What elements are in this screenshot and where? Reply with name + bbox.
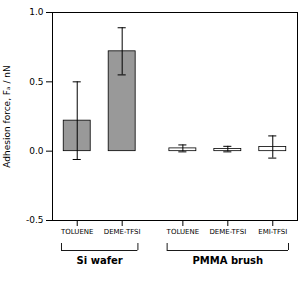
svg-text:Si wafer: Si wafer	[77, 255, 123, 266]
svg-text:DEME-TFSI: DEME-TFSI	[104, 228, 141, 236]
svg-text:0.0: 0.0	[29, 146, 44, 156]
svg-text:0.5: 0.5	[29, 77, 43, 87]
svg-text:DEME-TFSI: DEME-TFSI	[209, 228, 246, 236]
svg-text:Adhesion force, Fₐ / nN: Adhesion force, Fₐ / nN	[2, 65, 12, 168]
svg-text:TOLUENE: TOLUENE	[166, 228, 200, 236]
svg-text:EMI-TFSI: EMI-TFSI	[258, 228, 287, 236]
svg-text:1.0: 1.0	[29, 7, 44, 17]
svg-text:PMMA brush: PMMA brush	[192, 255, 263, 266]
svg-text:-0.5: -0.5	[26, 215, 44, 225]
svg-text:TOLUENE: TOLUENE	[60, 228, 94, 236]
